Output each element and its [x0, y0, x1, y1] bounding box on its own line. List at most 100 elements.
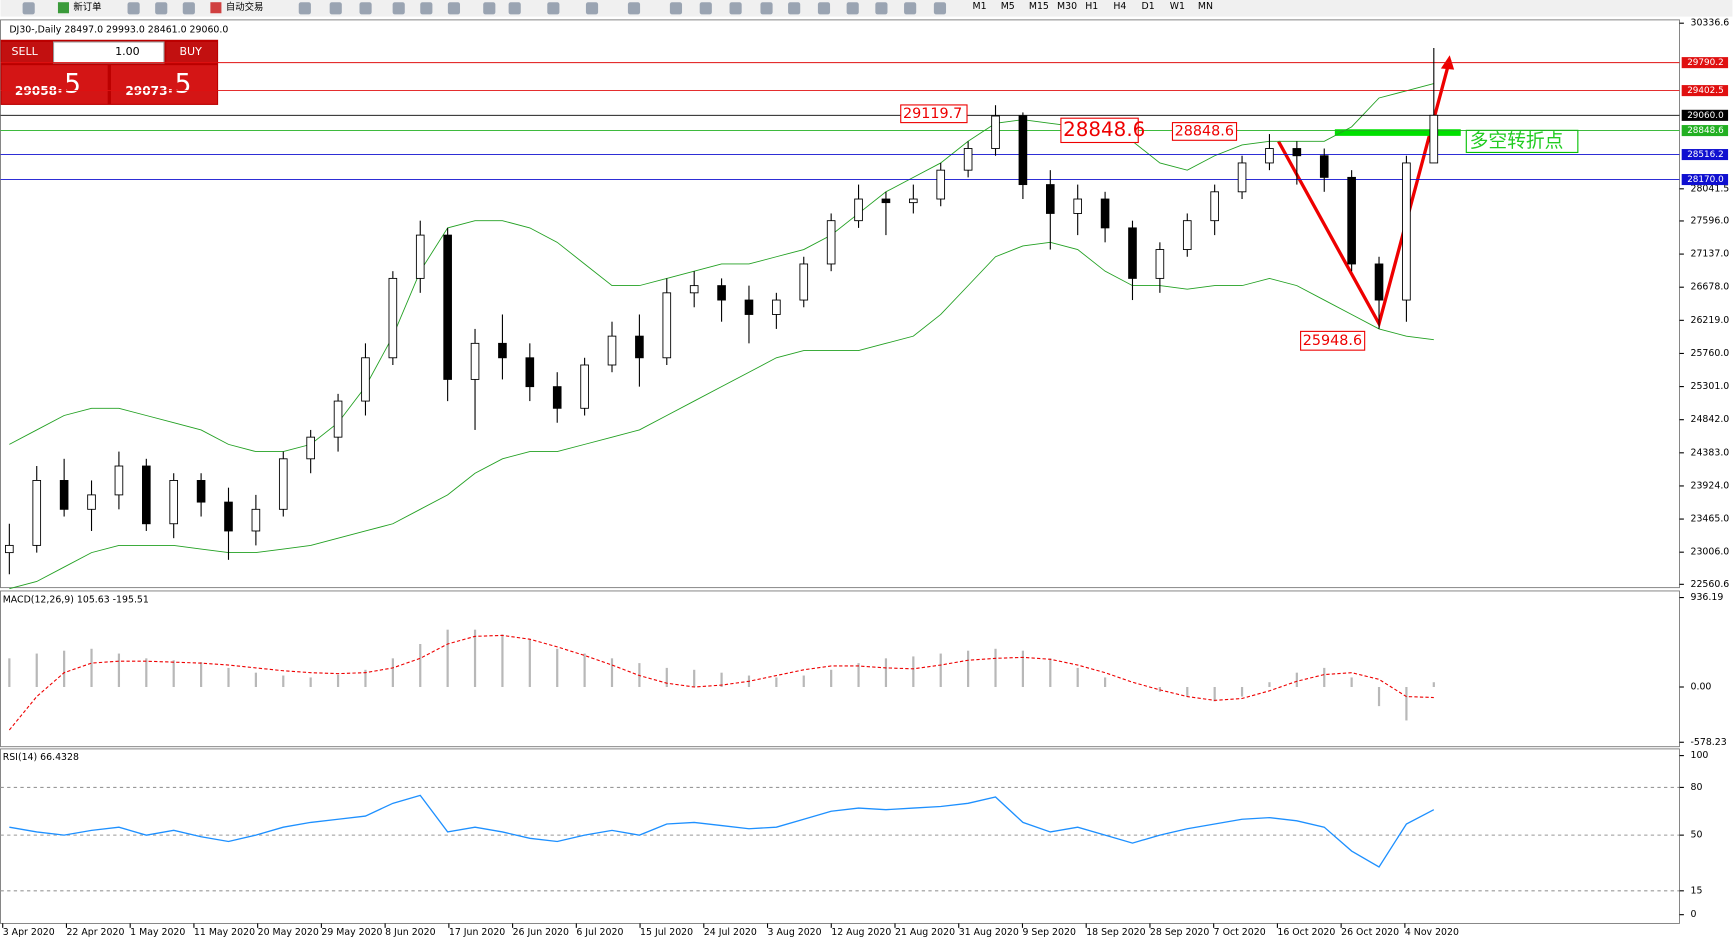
y-tick-label: 23924.0	[1691, 480, 1730, 491]
toolbar-button[interactable]: 新订单	[73, 1, 101, 13]
y-tick-label: 936.19	[1691, 592, 1724, 603]
timeframe-button[interactable]: M5	[1001, 1, 1015, 12]
sell-price-box[interactable]	[1, 65, 108, 104]
y-tick-label: 23465.0	[1691, 514, 1730, 525]
x-tick-label: 7 Oct 2020	[1214, 927, 1266, 938]
toolbar-icon[interactable]	[359, 2, 372, 15]
toolbar-icon[interactable]	[760, 2, 773, 15]
candle-body	[1045, 184, 1055, 214]
candle-body	[1319, 155, 1329, 178]
toolbar-icon[interactable]	[57, 2, 69, 14]
timeframe-button[interactable]: H1	[1085, 1, 1098, 12]
x-tick-label: 3 Aug 2020	[768, 927, 822, 938]
price-label: 29060.0	[1687, 111, 1724, 121]
toolbar-icon[interactable]	[875, 2, 888, 15]
toolbar-icon[interactable]	[585, 2, 599, 15]
bollinger-lower	[9, 241, 1434, 590]
toolbar-icon[interactable]	[669, 2, 683, 15]
candle-body	[142, 465, 151, 525]
price-label: 29790.2	[1687, 58, 1724, 68]
price-label: 28170.0	[1687, 175, 1724, 185]
candle-body	[772, 299, 781, 315]
price-annotation: 28848.6	[1063, 118, 1145, 141]
macd-plot	[0, 590, 1680, 748]
candle-body	[1100, 198, 1110, 229]
price-label-bg	[1681, 85, 1729, 97]
y-tick-label: 50	[1691, 830, 1703, 841]
trade-panel: SELL 1.00 BUY 29058 .5 29073 .5	[0, 39, 219, 105]
toolbar-icon[interactable]	[329, 2, 342, 15]
price-label: 28516.2	[1687, 150, 1724, 160]
sell-price: 29058	[15, 84, 57, 98]
toolbar-icon[interactable]	[447, 2, 461, 15]
toolbar-icon[interactable]	[298, 2, 311, 15]
toolbar-icon[interactable]	[508, 2, 521, 15]
price-label: 29402.5	[1687, 86, 1724, 96]
timeframe-button[interactable]: MN	[1198, 1, 1213, 12]
candle-body	[744, 299, 754, 315]
timeframe-button[interactable]: M1	[973, 1, 987, 12]
timeframe-button[interactable]: D1	[1142, 1, 1155, 12]
x-tick-label: 20 May 2020	[258, 927, 319, 938]
toolbar-icon[interactable]	[729, 2, 742, 15]
y-tick-label: 26219.0	[1691, 315, 1730, 326]
toolbar-icon[interactable]	[699, 2, 712, 15]
price-label-bg	[1681, 109, 1729, 121]
candle-body	[470, 342, 480, 380]
toolbar-icon[interactable]	[155, 2, 168, 15]
x-tick-label: 1 May 2020	[130, 927, 185, 938]
timeframe-button[interactable]: M15	[1029, 1, 1049, 12]
timeframe-button[interactable]: W1	[1170, 1, 1185, 12]
toolbar-icon[interactable]	[483, 2, 496, 15]
y-tick-label: 27137.0	[1691, 249, 1730, 260]
timeframe-button[interactable]: M30	[1057, 1, 1077, 12]
toolbar-icon[interactable]	[22, 2, 35, 15]
candle-body	[717, 285, 726, 301]
price-label-bg	[1681, 125, 1729, 137]
toolbar-icon[interactable]	[547, 2, 560, 15]
x-tick-label: 15 Jul 2020	[640, 927, 693, 938]
toolbar-button[interactable]: 自动交易	[226, 1, 264, 13]
candle-body	[936, 169, 946, 200]
x-tick-label: 31 Aug 2020	[959, 927, 1019, 938]
toolbar-icon[interactable]	[933, 2, 947, 15]
y-tick-label: 100	[1691, 750, 1709, 761]
candle-body	[1402, 162, 1411, 301]
buy-label: BUY	[179, 45, 202, 58]
timeframe-button[interactable]: H4	[1113, 1, 1126, 12]
candle-body	[87, 494, 96, 510]
buy-pips: .5	[166, 69, 191, 100]
price-label-bg	[1681, 149, 1729, 161]
sell-button[interactable]	[1, 41, 53, 63]
y-tick-label: 80	[1691, 782, 1703, 793]
price-annotation: 25948.6	[1303, 333, 1362, 349]
y-tick-label: 28041.5	[1691, 183, 1730, 194]
toolbar-icon[interactable]	[627, 2, 641, 15]
x-tick-label: 26 Jun 2020	[513, 927, 569, 938]
toolbar-icon[interactable]	[788, 2, 801, 15]
toolbar-icon[interactable]	[127, 2, 140, 15]
toolbar-icon[interactable]	[904, 2, 917, 15]
lot-input[interactable]	[52, 41, 165, 64]
chart-header: DJ30-,Daily 28497.0 29993.0 28461.0 2906…	[9, 24, 228, 35]
toolbar-icon[interactable]	[392, 2, 405, 15]
candle-body	[59, 480, 69, 510]
buy-button[interactable]	[166, 41, 218, 63]
candle-body	[635, 335, 644, 359]
toolbar-icon[interactable]	[182, 2, 195, 15]
toolbar-icon[interactable]	[420, 2, 433, 15]
x-tick-label: 28 Sep 2020	[1150, 927, 1209, 938]
buy-price: 29073	[125, 84, 167, 98]
y-tick-label: 0	[1691, 909, 1697, 920]
toolbar-icon[interactable]	[210, 2, 222, 14]
buy-price-box[interactable]	[110, 65, 218, 104]
price-label: 28848.6	[1687, 126, 1724, 136]
toolbar-icon[interactable]	[846, 2, 859, 15]
main-plot	[0, 19, 1680, 589]
toolbar-icon[interactable]	[817, 2, 831, 15]
candle-body	[196, 480, 206, 503]
x-tick-label: 21 Aug 2020	[895, 927, 955, 938]
candle-body	[361, 357, 370, 402]
